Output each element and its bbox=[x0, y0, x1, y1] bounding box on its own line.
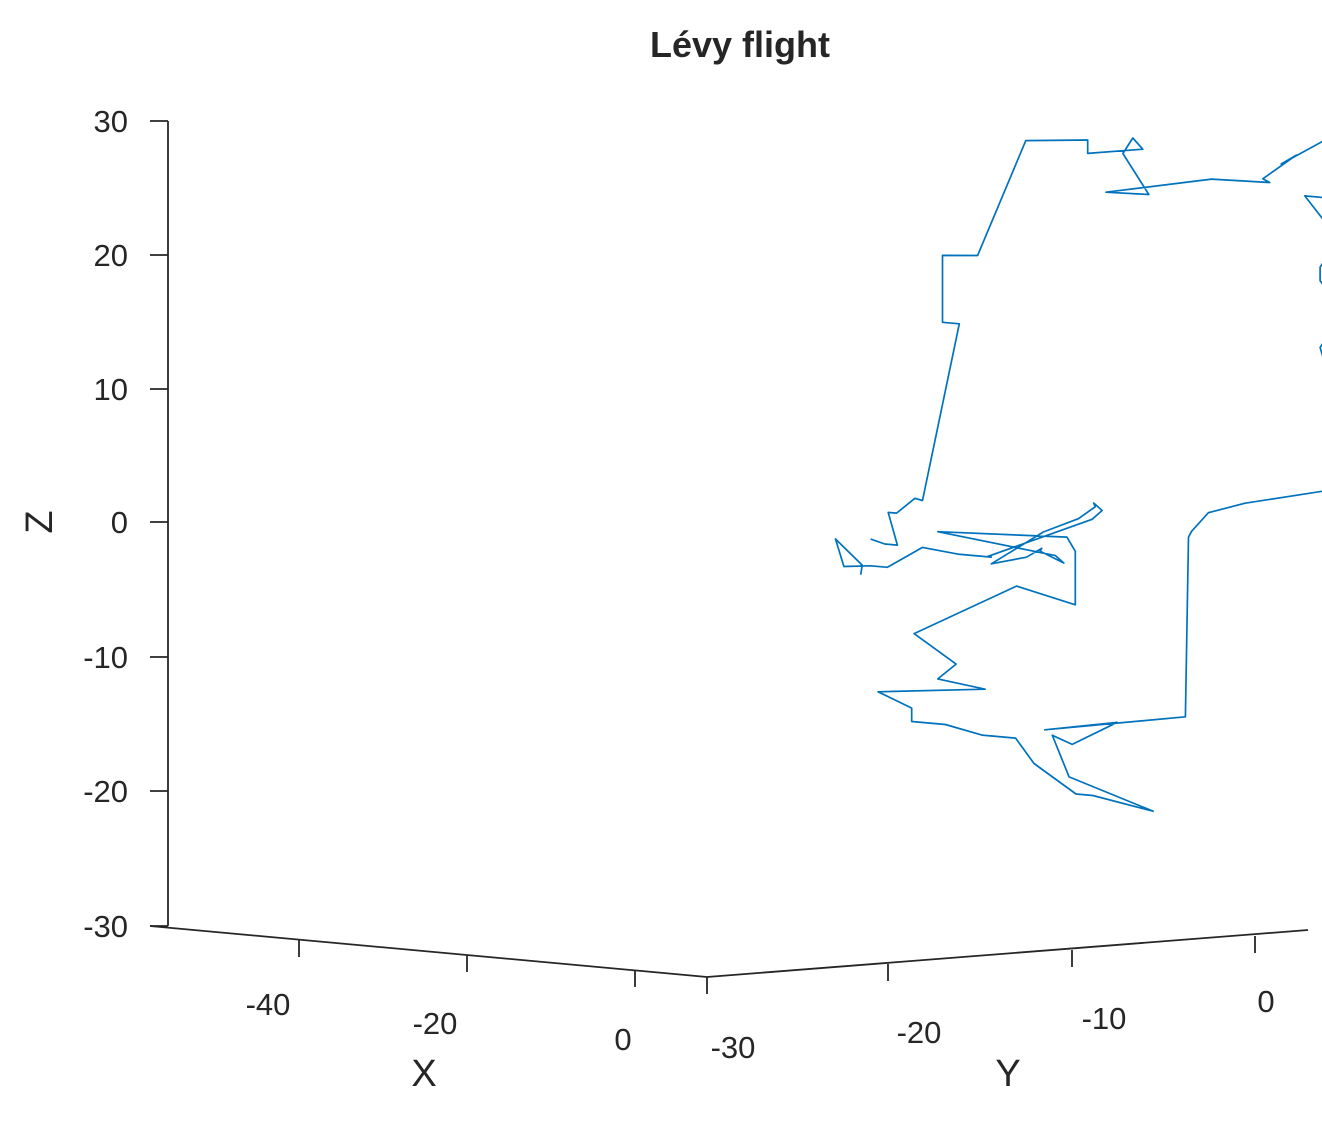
series-line-1 bbox=[834, 137, 1322, 813]
y-tick-label: -10 bbox=[1082, 1001, 1127, 1036]
z-tick-label: 30 bbox=[94, 104, 128, 139]
y-tick-label: -20 bbox=[897, 1015, 942, 1050]
z-tick-label: 20 bbox=[94, 238, 128, 273]
y-axis-ticks: -30 -20 -10 0 Y bbox=[706, 936, 1275, 1095]
y-tick-label: -30 bbox=[711, 1030, 756, 1065]
axes-box bbox=[149, 121, 1309, 978]
z-tick-label: 0 bbox=[111, 505, 128, 540]
z-axis-label: Z bbox=[19, 510, 61, 533]
y-tick-label: 0 bbox=[1257, 984, 1274, 1019]
z-tick-label: -30 bbox=[83, 909, 128, 944]
z-tick-label: -20 bbox=[83, 774, 128, 809]
x-axis-label: X bbox=[411, 1053, 436, 1095]
x-tick-label: -40 bbox=[246, 987, 291, 1022]
x-tick-label: -20 bbox=[413, 1006, 458, 1041]
x-axis-line bbox=[149, 925, 708, 978]
plot-area bbox=[834, 137, 1322, 813]
x-tick-label: 0 bbox=[614, 1022, 631, 1057]
chart-title: Lévy flight bbox=[650, 24, 830, 65]
y-axis-line bbox=[706, 929, 1309, 978]
z-tick-label: 10 bbox=[94, 372, 128, 407]
x-axis-ticks: -40 -20 0 X bbox=[246, 940, 636, 1095]
y-axis-label: Y bbox=[995, 1053, 1020, 1095]
z-axis-ticks: 30 20 10 0 -10 -20 -30 bbox=[83, 104, 168, 944]
z-tick-label: -10 bbox=[83, 640, 128, 675]
